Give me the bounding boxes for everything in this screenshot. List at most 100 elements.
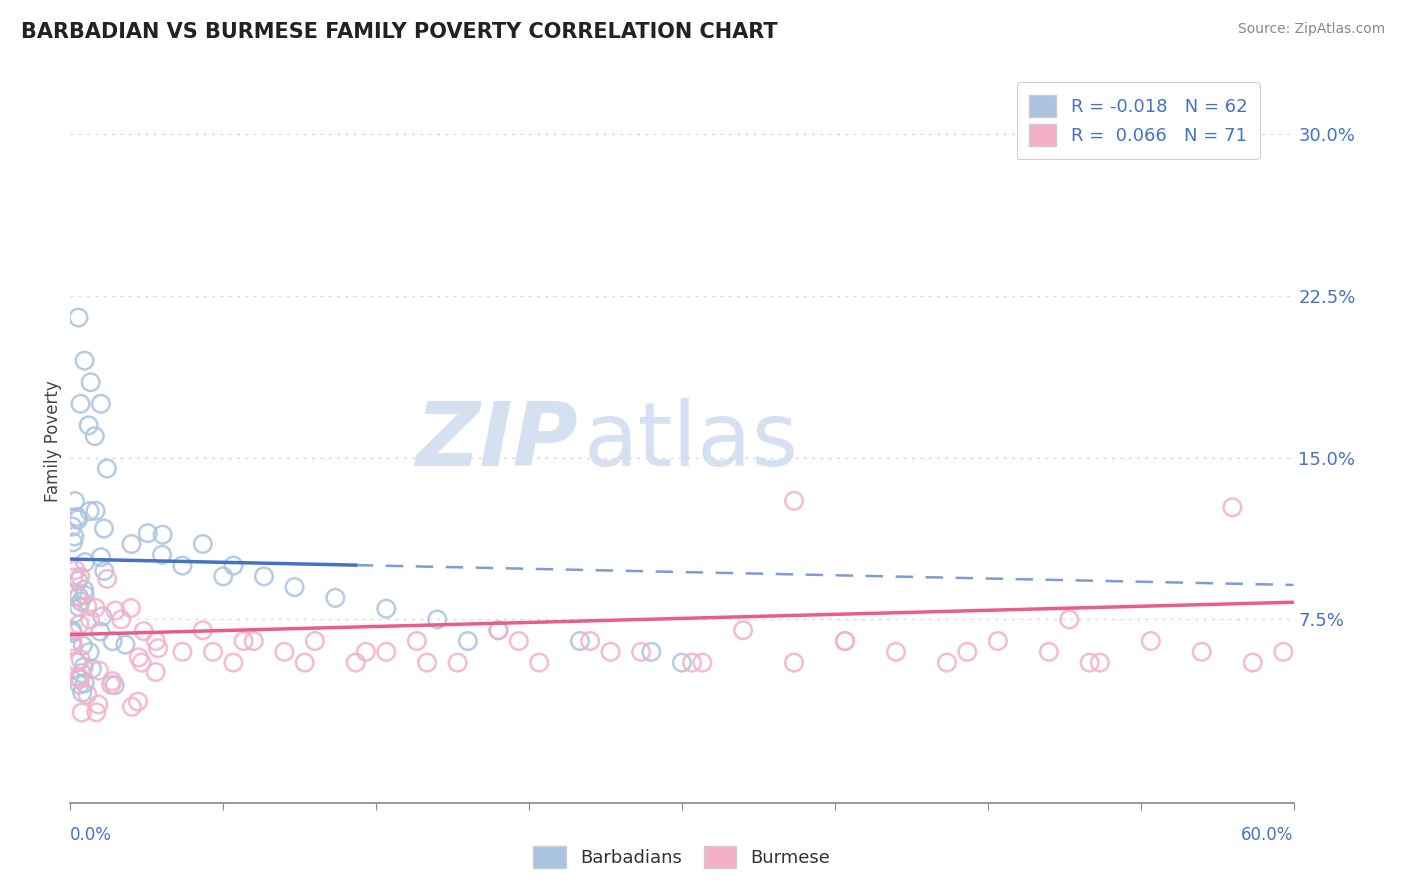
Point [91, 609, 114, 624]
Text: Source: ZipAtlas.com: Source: ZipAtlas.com [1237, 22, 1385, 37]
Point [375, 645, 398, 659]
Point [783, 656, 806, 670]
Point [354, 645, 377, 659]
Point [60, 634, 83, 648]
Point [406, 634, 429, 648]
Point [104, 678, 127, 692]
Point [127, 695, 149, 709]
Point [73, 582, 96, 597]
Point [488, 624, 510, 638]
Point [671, 656, 693, 670]
Point [132, 624, 155, 639]
Point [191, 624, 214, 638]
Point [69, 397, 91, 411]
Point [834, 634, 856, 648]
Point [447, 656, 470, 670]
Point [375, 601, 398, 615]
Point [172, 645, 194, 659]
Point [457, 634, 479, 648]
Point [67, 590, 90, 604]
Point [73, 353, 96, 368]
Point [1057, 612, 1080, 626]
Point [104, 603, 127, 617]
Point [1272, 645, 1295, 659]
Point [294, 656, 316, 670]
Point [60, 624, 83, 638]
Point [131, 656, 153, 670]
Point [60, 638, 83, 652]
Point [70, 666, 93, 681]
Point [80, 662, 103, 676]
Text: 60.0%: 60.0% [1241, 826, 1294, 844]
Text: BARBADIAN VS BURMESE FAMILY POVERTY CORRELATION CHART: BARBADIAN VS BURMESE FAMILY POVERTY CORR… [21, 22, 778, 42]
Point [70, 706, 93, 720]
Point [273, 645, 295, 659]
Point [508, 634, 530, 648]
Point [69, 672, 91, 686]
Point [60, 586, 83, 600]
Point [191, 537, 214, 551]
Point [232, 634, 254, 648]
Point [69, 652, 91, 666]
Point [63, 529, 86, 543]
Point [640, 645, 662, 659]
Point [110, 612, 132, 626]
Point [114, 638, 136, 652]
Point [63, 494, 86, 508]
Point [83, 429, 105, 443]
Point [65, 563, 87, 577]
Point [84, 601, 107, 615]
Point [60, 519, 83, 533]
Point [101, 634, 124, 648]
Point [70, 594, 93, 608]
Point [86, 706, 108, 720]
Point [834, 634, 856, 648]
Point [76, 599, 98, 613]
Point [146, 641, 169, 656]
Point [884, 645, 907, 659]
Point [120, 601, 142, 615]
Point [1078, 656, 1101, 670]
Point [733, 624, 755, 638]
Point [79, 613, 101, 627]
Point [1220, 500, 1243, 515]
Point [202, 645, 225, 659]
Point [1088, 656, 1111, 670]
Point [284, 580, 307, 594]
Point [150, 548, 173, 562]
Point [66, 510, 89, 524]
Text: atlas: atlas [583, 398, 799, 485]
Point [67, 310, 90, 325]
Point [76, 687, 98, 701]
Point [304, 634, 326, 648]
Point [121, 537, 143, 551]
Legend: Barbadians, Burmese: Barbadians, Burmese [524, 837, 839, 877]
Point [599, 645, 621, 659]
Point [416, 656, 439, 670]
Point [243, 634, 266, 648]
Point [79, 645, 101, 659]
Text: ZIP: ZIP [415, 398, 578, 485]
Point [69, 678, 91, 692]
Point [529, 656, 551, 670]
Point [145, 665, 167, 679]
Point [681, 656, 703, 670]
Text: 0.0%: 0.0% [70, 826, 112, 844]
Point [1191, 645, 1213, 659]
Point [87, 698, 110, 712]
Point [136, 526, 159, 541]
Point [172, 558, 194, 573]
Point [79, 504, 101, 518]
Point [62, 570, 84, 584]
Point [222, 656, 245, 670]
Point [1241, 656, 1264, 670]
Point [96, 572, 118, 586]
Point [1139, 634, 1161, 648]
Point [956, 645, 979, 659]
Point [145, 634, 167, 648]
Point [72, 639, 94, 653]
Point [73, 660, 96, 674]
Point [344, 656, 367, 670]
Point [90, 397, 112, 411]
Point [100, 678, 122, 692]
